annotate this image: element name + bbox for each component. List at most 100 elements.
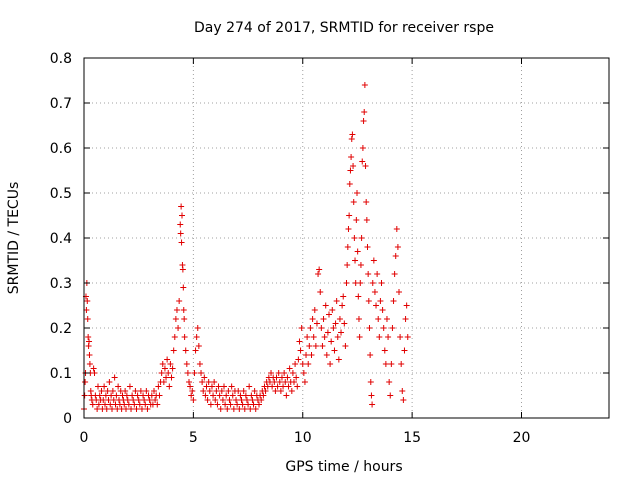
data-point <box>248 392 255 399</box>
data-point <box>158 370 165 376</box>
data-point <box>243 397 250 403</box>
data-point <box>333 298 340 304</box>
data-point <box>369 280 376 286</box>
data-point <box>102 401 108 408</box>
data-point <box>296 338 303 345</box>
data-point <box>201 374 208 381</box>
data-point <box>210 392 217 399</box>
data-point <box>113 392 120 399</box>
data-point <box>368 392 375 399</box>
x-axis-label: GPS time / hours <box>285 459 402 475</box>
data-point <box>169 365 176 372</box>
data-point <box>164 356 171 363</box>
data-point <box>241 406 248 412</box>
data-point <box>319 343 326 349</box>
data-point <box>111 374 118 381</box>
data-point <box>98 388 105 394</box>
y-tick-label: 0.7 <box>50 96 72 112</box>
data-point <box>274 383 281 390</box>
data-point <box>324 329 331 336</box>
data-point <box>226 397 233 403</box>
y-tick-label: 0.4 <box>50 231 72 247</box>
data-point <box>289 370 296 376</box>
data-point <box>280 383 287 390</box>
data-point <box>86 361 93 367</box>
data-point <box>303 352 310 358</box>
data-point <box>377 298 384 304</box>
data-point <box>363 217 370 223</box>
data-point <box>130 397 137 403</box>
data-point <box>207 401 214 408</box>
data-point <box>228 383 235 390</box>
data-point <box>125 401 132 408</box>
x-tick-label: 10 <box>294 430 312 446</box>
data-point <box>286 365 293 372</box>
data-point <box>214 401 221 408</box>
data-point <box>318 325 325 331</box>
data-point <box>348 154 355 160</box>
data-point <box>344 244 351 250</box>
data-point <box>346 212 353 219</box>
data-point <box>163 374 170 381</box>
data-point <box>328 338 335 345</box>
data-point <box>184 370 191 376</box>
data-point <box>387 392 394 399</box>
data-point <box>86 352 93 358</box>
data-point <box>189 388 196 394</box>
data-point <box>360 118 367 124</box>
data-point <box>144 406 151 412</box>
data-point <box>213 388 220 394</box>
data-point <box>355 316 362 322</box>
y-tick-label: 0 <box>63 411 72 427</box>
data-point <box>388 361 395 367</box>
data-point <box>167 361 174 367</box>
data-point <box>159 361 166 367</box>
data-point <box>218 388 225 394</box>
data-point <box>152 397 159 403</box>
data-point <box>367 352 374 358</box>
data-point <box>237 392 244 399</box>
data-point <box>100 397 107 403</box>
data-point <box>313 320 320 327</box>
data-point <box>382 361 389 367</box>
data-point <box>276 379 283 385</box>
data-point <box>215 383 222 390</box>
data-point <box>234 401 241 408</box>
data-point <box>403 302 410 309</box>
data-point <box>104 388 111 394</box>
data-point <box>322 302 329 309</box>
y-tick-label: 0.1 <box>50 366 72 382</box>
data-point <box>252 406 259 412</box>
data-point <box>133 406 140 412</box>
data-point <box>217 406 224 412</box>
data-point <box>132 388 139 394</box>
y-tick-label: 0.8 <box>50 51 72 67</box>
data-point <box>198 370 205 376</box>
data-point <box>196 361 203 367</box>
data-point <box>101 383 108 390</box>
data-point <box>143 388 150 394</box>
data-point <box>94 406 101 412</box>
data-point <box>305 361 312 367</box>
data-point <box>285 383 292 390</box>
x-tick-label: 5 <box>189 430 198 446</box>
data-point <box>137 388 144 394</box>
data-point <box>349 131 356 138</box>
data-point <box>161 365 168 372</box>
data-point <box>249 397 256 403</box>
data-point <box>179 266 186 273</box>
data-point <box>281 370 288 376</box>
data-point <box>204 397 211 403</box>
data-point <box>183 361 190 367</box>
data-point <box>181 334 188 340</box>
data-point <box>393 226 400 232</box>
data-point <box>233 397 240 403</box>
data-point <box>142 401 149 408</box>
data-point <box>300 370 307 376</box>
data-point <box>123 392 130 399</box>
data-point <box>223 392 230 399</box>
data-point <box>326 311 332 318</box>
data-point <box>355 293 362 300</box>
data-point <box>141 397 148 403</box>
data-point <box>151 388 157 394</box>
